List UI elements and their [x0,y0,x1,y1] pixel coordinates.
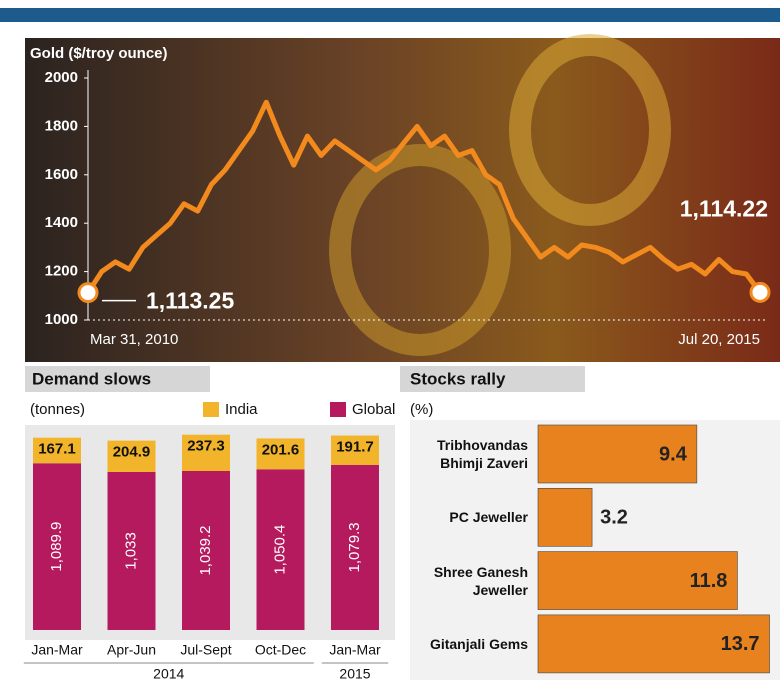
x-tick-label: Jan-Mar [329,642,381,658]
y-tick-label: 1600 [45,166,78,183]
category-label: Shree Ganesh Jeweller [433,563,528,598]
x-tick-label: Jul-Sept [180,642,231,658]
group-label: 2015 [339,666,370,682]
value-label: 1,079.3 [346,522,363,572]
value-label: 3.2 [600,507,628,529]
price-line [85,99,763,294]
y-tick-label: 1800 [45,117,78,134]
value-label: 237.3 [187,438,225,455]
bar-segment [182,471,230,630]
x-tick-label: Apr-Jun [107,642,156,658]
value-label: 191.7 [336,439,374,456]
value-label: 1,113.25 [146,288,234,314]
section-header [25,366,210,392]
y-tick-label: 2000 [45,69,78,86]
top-band [0,8,780,22]
bar-segment [331,464,379,630]
category-label: PC Jeweller [449,509,528,526]
x-tick-label: Mar 31, 2010 [90,331,178,348]
unit-label: (%) [410,401,433,418]
value-label: 13.7 [721,633,760,655]
section-header [400,366,585,392]
value-label: 1,089.9 [48,522,65,572]
bangle [329,144,511,356]
value-label: 1,050.4 [271,525,288,575]
legend-label: India [225,401,258,418]
value-label: 1,033 [122,532,139,570]
category-label: Gitanjali Gems [429,635,528,652]
value-label: 204.9 [113,444,151,461]
y-tick-label: 1400 [45,214,78,231]
bar [537,614,770,674]
photo-background [25,38,780,362]
unit-label: (tonnes) [30,401,85,418]
bar-segment [33,463,81,630]
bar-segment [256,438,305,470]
bangle [509,34,671,226]
chart-title: Demand slows [32,369,151,388]
x-tick-label: Jul 20, 2015 [678,331,760,348]
bar-segment [107,440,156,472]
value-label: 11.8 [690,570,728,592]
bar-segment [33,437,81,464]
y-tick-label: 1000 [45,311,78,328]
value-label: 1,039.2 [197,525,214,575]
value-label: 9.4 [659,443,688,465]
x-tick-label: Oct-Dec [255,642,306,658]
bar-segment [256,469,305,630]
bar [537,424,698,484]
legend-swatch [203,402,219,417]
legend-label: Global [352,401,395,418]
value-label: 167.1 [38,441,76,458]
legend-swatch [330,402,346,417]
y-axis-title: Gold ($/troy ounce) [30,45,168,62]
endpoint-marker [749,281,771,303]
bar-segment [182,434,230,472]
value-label: 1,114.22 [680,195,768,221]
value-label: 201.6 [262,441,300,458]
x-tick-label: Jan-Mar [31,642,83,658]
group-label: 2014 [153,666,184,682]
bar [537,487,593,547]
bar-segment [331,435,379,465]
bar [537,551,738,610]
category-label: Tribhovandas Bhimji Zaveri [436,437,528,471]
endpoint-marker [77,282,99,304]
bar-segment [107,471,156,630]
chart-title: Stocks rally [410,369,506,388]
y-tick-label: 1200 [45,263,78,280]
